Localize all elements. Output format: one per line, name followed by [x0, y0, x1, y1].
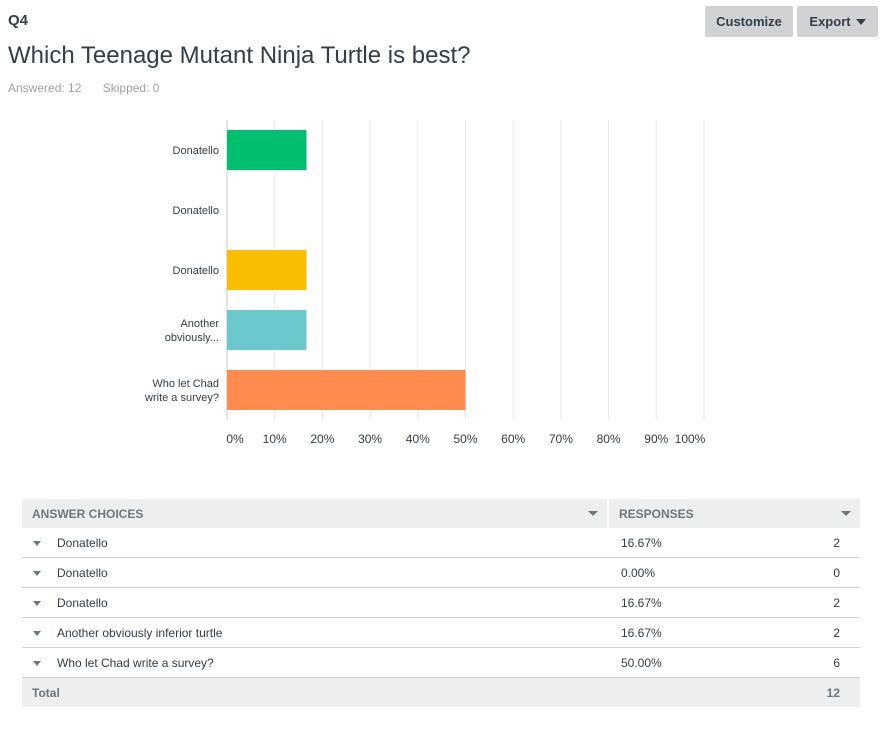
responses-header-label: RESPONSES: [619, 506, 694, 521]
customize-button-label: Customize: [716, 14, 782, 29]
table-row: Donatello 16.67% 2: [22, 528, 860, 558]
response-stats: Answered: 12 Skipped: 0: [8, 81, 177, 95]
category-label: Donatello: [173, 265, 219, 277]
response-count: 6: [833, 655, 840, 670]
answer-choice-label: Who let Chad write a survey?: [57, 655, 214, 670]
bar: [227, 370, 466, 410]
answered-count: Answered: 12: [8, 81, 82, 95]
answer-choice-label: Another obviously inferior turtle: [57, 625, 223, 640]
export-button-label: Export: [809, 14, 851, 29]
answer-choices-header-label: ANSWER CHOICES: [32, 506, 144, 521]
answer-choice-label: Donatello: [57, 595, 108, 610]
expand-caret-icon[interactable]: [33, 661, 41, 666]
x-tick-label: 70%: [549, 432, 573, 446]
answer-choice-cell: Who let Chad write a survey?: [22, 648, 611, 677]
sort-caret-icon[interactable]: [841, 511, 851, 516]
response-percent: 50.00%: [621, 655, 662, 670]
table-body: Donatello 16.67% 2 Donatello 0.00% 0 Donatello…: [22, 528, 860, 678]
answer-choice-cell: Donatello: [22, 528, 611, 557]
answer-choice-label: Donatello: [57, 565, 108, 580]
x-tick-label: 100%: [675, 432, 706, 446]
x-tick-label: 30%: [358, 432, 382, 446]
table-row: Another obviously inferior turtle 16.67% 2: [22, 618, 860, 648]
x-tick-label: 10%: [263, 432, 287, 446]
answer-choice-cell: Donatello: [22, 588, 611, 617]
response-percent: 16.67%: [621, 625, 662, 640]
question-title: Which Teenage Mutant Ninja Turtle is bes…: [8, 42, 471, 69]
expand-caret-icon[interactable]: [33, 571, 41, 576]
response-count: 2: [833, 625, 840, 640]
x-tick-label: 50%: [453, 432, 477, 446]
x-tick-label: 90%: [644, 432, 668, 446]
total-label: Total: [32, 685, 60, 700]
answer-choice-label: Donatello: [57, 535, 108, 550]
bar-chart: 0% 10% 20% 30% 40% 50% 60% 70% 80% 90% 100% Donatel…: [144, 120, 706, 446]
x-tick-label: 40%: [406, 432, 430, 446]
bar: [227, 250, 307, 290]
customize-button[interactable]: Customize: [705, 6, 793, 37]
x-tick-label: 60%: [501, 432, 525, 446]
table-header: ANSWER CHOICES RESPONSES: [22, 499, 860, 528]
skipped-count: Skipped: 0: [102, 81, 160, 95]
answer-choices-header[interactable]: ANSWER CHOICES: [22, 499, 609, 528]
sort-caret-icon[interactable]: [588, 511, 598, 516]
x-tick-label: 0%: [226, 432, 244, 446]
category-label: write a survey?: [144, 392, 219, 404]
table-footer: Total 12: [22, 678, 860, 707]
results-table: ANSWER CHOICES RESPONSES Donatello 16.67%…: [22, 499, 860, 707]
response-percent: 16.67%: [621, 535, 662, 550]
table-row: Who let Chad write a survey? 50.00% 6: [22, 648, 860, 678]
expand-caret-icon[interactable]: [33, 541, 41, 546]
category-label: Donatello: [173, 145, 219, 157]
category-label: Another: [180, 318, 219, 330]
response-percent: 0.00%: [621, 565, 656, 580]
x-tick-label: 80%: [597, 432, 621, 446]
total-value: 12: [826, 685, 840, 700]
response-count: 2: [833, 535, 840, 550]
export-button[interactable]: Export: [797, 6, 878, 37]
response-percent: 16.67%: [621, 595, 662, 610]
bar: [227, 310, 307, 350]
category-label: Who let Chad: [152, 378, 219, 390]
bar: [227, 130, 307, 170]
chevron-down-icon: [855, 18, 866, 25]
table-row: Donatello 16.67% 2: [22, 588, 860, 618]
x-tick-label: 20%: [310, 432, 334, 446]
category-label: Donatello: [173, 205, 219, 217]
category-label: obviously...: [165, 332, 219, 344]
answer-choice-cell: Donatello: [22, 558, 611, 587]
question-number: Q4: [8, 12, 29, 29]
response-count: 0: [833, 565, 840, 580]
responses-header[interactable]: RESPONSES: [609, 499, 860, 528]
table-row: Donatello 0.00% 0: [22, 558, 860, 588]
response-count: 2: [833, 595, 840, 610]
answer-choice-cell: Another obviously inferior turtle: [22, 618, 611, 647]
expand-caret-icon[interactable]: [33, 631, 41, 636]
expand-caret-icon[interactable]: [33, 601, 41, 606]
